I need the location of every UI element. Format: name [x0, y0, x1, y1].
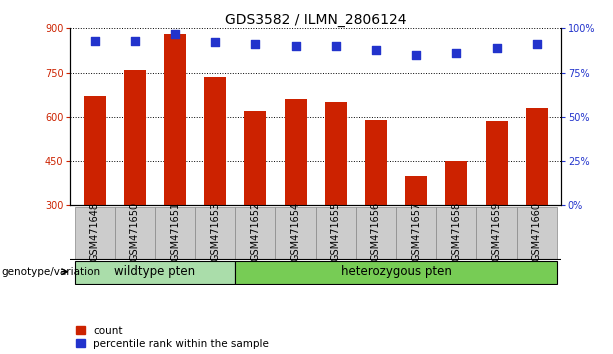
FancyBboxPatch shape: [396, 207, 436, 259]
Bar: [485, 121, 508, 205]
Text: GSM471652: GSM471652: [250, 202, 261, 261]
Text: GSM471654: GSM471654: [291, 202, 300, 261]
Text: GSM471651: GSM471651: [170, 202, 180, 261]
FancyBboxPatch shape: [275, 207, 316, 259]
Point: [492, 45, 501, 51]
FancyBboxPatch shape: [195, 207, 235, 259]
FancyBboxPatch shape: [476, 207, 517, 259]
Text: GSM471650: GSM471650: [130, 202, 140, 261]
Point: [210, 40, 220, 45]
Text: GSM471658: GSM471658: [451, 202, 462, 261]
Point: [291, 43, 300, 49]
Bar: [164, 34, 186, 205]
Title: GDS3582 / ILMN_2806124: GDS3582 / ILMN_2806124: [225, 13, 406, 27]
FancyBboxPatch shape: [316, 207, 356, 259]
Point: [89, 38, 99, 44]
Point: [331, 43, 341, 49]
Text: heterozygous pten: heterozygous pten: [341, 265, 452, 278]
Bar: [325, 102, 347, 205]
Bar: [445, 161, 468, 205]
Bar: [526, 108, 548, 205]
Bar: [365, 120, 387, 205]
Text: GSM471657: GSM471657: [411, 202, 421, 261]
Point: [411, 52, 421, 58]
Point: [170, 31, 180, 36]
Point: [532, 41, 542, 47]
Bar: [124, 70, 146, 205]
Bar: [204, 77, 226, 205]
FancyBboxPatch shape: [235, 207, 275, 259]
FancyBboxPatch shape: [155, 207, 195, 259]
FancyBboxPatch shape: [75, 261, 235, 284]
Bar: [284, 99, 306, 205]
FancyBboxPatch shape: [436, 207, 476, 259]
FancyBboxPatch shape: [235, 261, 557, 284]
Bar: [245, 111, 267, 205]
Legend: count, percentile rank within the sample: count, percentile rank within the sample: [75, 326, 269, 349]
Text: GSM471659: GSM471659: [492, 202, 501, 261]
Bar: [83, 96, 105, 205]
Text: GSM471656: GSM471656: [371, 202, 381, 261]
Text: wildtype pten: wildtype pten: [115, 265, 196, 278]
Point: [130, 38, 140, 44]
Text: GSM471648: GSM471648: [89, 202, 100, 261]
Point: [452, 50, 462, 56]
Text: GSM471660: GSM471660: [531, 202, 542, 261]
Point: [371, 47, 381, 52]
Text: genotype/variation: genotype/variation: [1, 267, 101, 277]
Point: [251, 41, 261, 47]
Text: GSM471653: GSM471653: [210, 202, 220, 261]
FancyBboxPatch shape: [75, 207, 115, 259]
FancyBboxPatch shape: [115, 207, 155, 259]
FancyBboxPatch shape: [356, 207, 396, 259]
Bar: [405, 176, 427, 205]
FancyBboxPatch shape: [517, 207, 557, 259]
Text: GSM471655: GSM471655: [331, 202, 341, 261]
